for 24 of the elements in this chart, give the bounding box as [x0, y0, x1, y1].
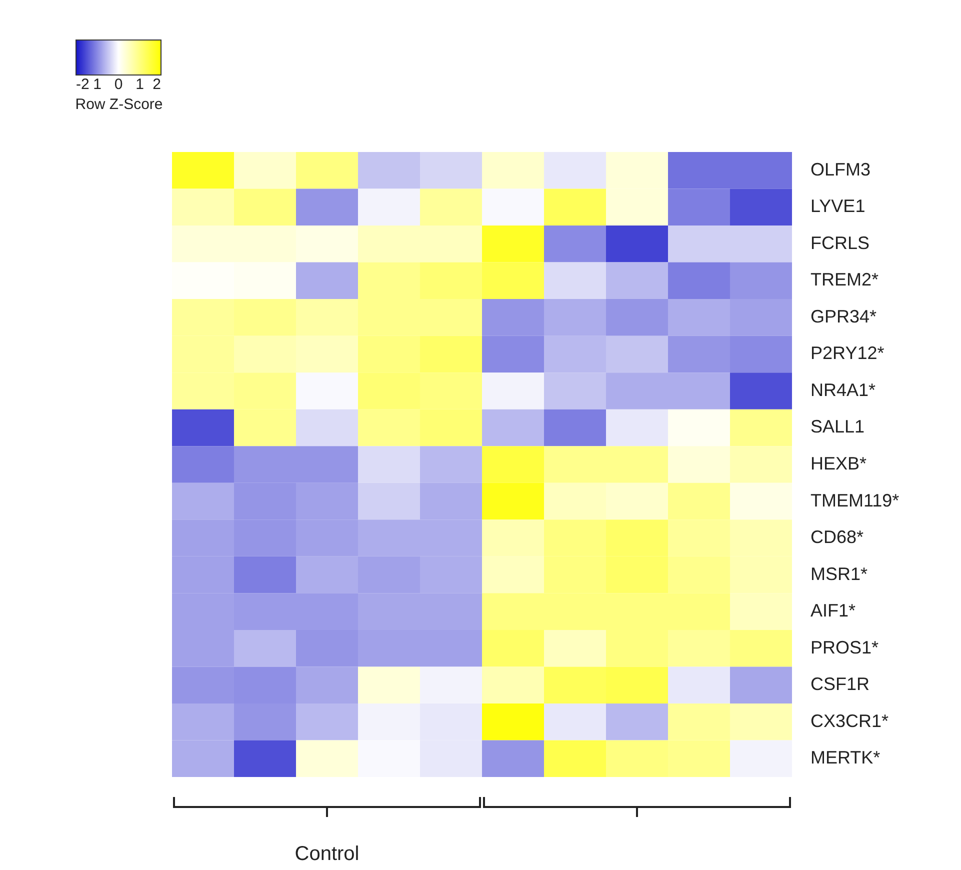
color-bar-title: Row Z-Score	[75, 96, 163, 113]
y-tick-label: TREM2*	[810, 270, 879, 290]
y-tick-label: PROS1*	[810, 637, 879, 658]
y-tick-label: MERTK*	[810, 748, 880, 768]
y-tick-label: GPR34*	[810, 306, 877, 326]
y-tick-label: TMEM119*	[810, 490, 900, 510]
y-tick-label: CD68*	[810, 527, 864, 548]
y-tick-label: CSF1R	[810, 674, 870, 694]
color-bar-label: 1	[136, 76, 144, 93]
y-tick-label: P2RY12*	[810, 343, 884, 364]
y-tick-label: HEXB*	[810, 454, 867, 474]
y-tick-label: SALL1	[810, 416, 865, 437]
color-bar-label: 1	[93, 76, 102, 93]
y-tick-label: CX3CR1*	[810, 710, 889, 731]
color-bar-label: -2	[76, 76, 90, 93]
color-bar-label: 2	[152, 76, 161, 93]
y-tick-label: OLFM3	[810, 159, 871, 180]
y-tick-label: FCRLS	[810, 232, 870, 253]
color-bar-label: 0	[114, 76, 123, 93]
y-tick-label: AIF1*	[810, 600, 856, 621]
text: Control	[294, 843, 360, 866]
y-tick-label: NR4A1*	[810, 380, 876, 400]
y-tick-label: LYVE1	[810, 196, 866, 216]
y-tick-label: MSR1*	[810, 564, 868, 584]
